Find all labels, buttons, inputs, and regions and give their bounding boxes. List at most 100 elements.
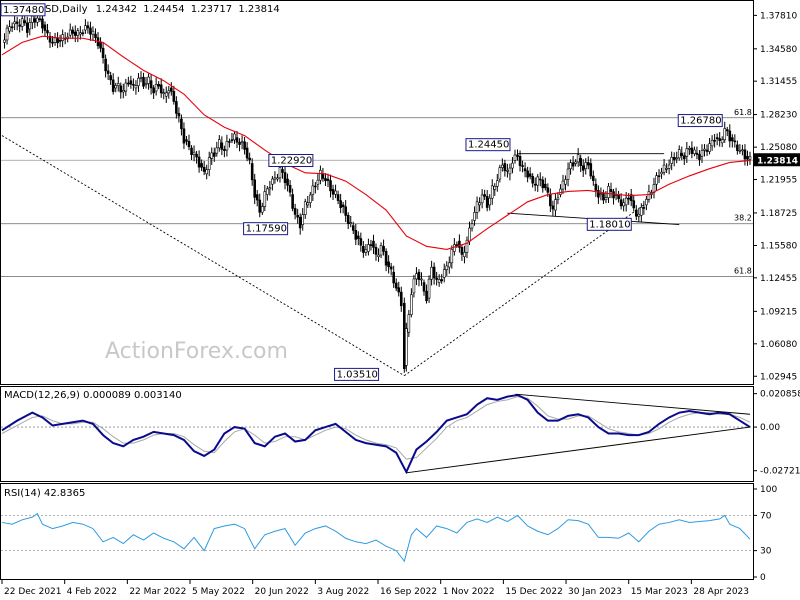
candle-body [253,179,257,198]
candle-body [291,194,294,209]
candle-body [422,282,426,292]
candle-body [243,141,246,150]
candle-body [268,187,272,190]
candle-body [346,214,350,224]
candle-body [207,157,211,170]
candle-body [238,141,241,145]
candle-body [349,222,353,224]
candle-body [308,194,312,204]
price-label: 1.22920 [271,156,312,167]
candle-body [670,156,673,164]
candle-body [715,137,719,139]
candle-body [152,87,155,94]
macd-title: MACD(12,26,9) 0.000089 0.003140 [4,390,182,401]
candle-body [329,180,332,192]
candle-body [48,35,52,43]
candle-body [501,164,504,168]
candle-body [430,266,433,280]
candle-body [278,167,282,179]
candle-body [708,143,711,152]
candle-body [223,149,226,151]
price-axis-label: 1.37810 [760,11,797,21]
candle-body [483,194,486,197]
candle-body [392,271,395,284]
candle-body [61,34,64,41]
candle-body [677,149,681,159]
candle-body [425,290,428,302]
candle-body [546,187,550,193]
candle-body [634,209,638,217]
macd-axis-label: 0.020858 [760,390,800,400]
candle-body [447,262,451,268]
candle-body [137,77,140,87]
candle-body [25,22,29,33]
date-axis-label: 1 Nov 2022 [443,587,495,597]
candle-body [344,206,347,216]
candle-body [728,130,732,142]
candle-body [197,156,201,168]
candle-body [68,29,72,36]
price-label-box [465,138,511,152]
candle-body [698,154,701,160]
candle-body [607,185,610,198]
candle-body [111,79,115,92]
candle-body [415,273,418,280]
rsi-axis-label: 0 [760,573,766,583]
candle-body [354,230,358,240]
candle-body [576,154,580,163]
candle-body [645,199,648,206]
candle-body [334,190,337,195]
date-axis-label: 15 Mar 2023 [631,587,688,597]
candle-body [480,194,484,204]
open-value: 1.24342 [95,4,138,15]
candle-body [41,18,44,29]
candle-body [442,269,446,278]
candle-body [551,205,555,210]
candle-body [336,194,340,201]
candle-body [536,176,540,186]
candle-body [622,202,625,207]
candle-body [541,179,545,189]
candle-body [561,180,565,190]
candle-body [46,30,49,34]
chart-header: GBPUSD,Daily 1.24342 1.24454 1.23717 1.2… [17,4,280,15]
candle-body [341,204,345,208]
candle-body [15,21,19,24]
candle-body [56,37,59,44]
candle-body [599,193,603,196]
candle-body [725,129,729,132]
candle-body [736,144,739,151]
candle-body [379,245,383,256]
candle-body [705,149,709,152]
price-axis-label: 1.25080 [760,143,797,153]
candle-body [723,128,727,141]
candle-body [220,142,224,150]
candle-body [283,172,287,183]
candle-body [240,141,244,144]
candle-body [132,83,135,86]
candle-body [142,76,145,87]
candle-body [81,32,85,35]
price-label-box [334,367,380,381]
candle-body [369,244,373,246]
watermark: ActionForex.com [105,339,288,364]
fib-label: 38.2 [734,214,752,223]
candle-body [609,189,613,192]
candle-body [296,214,299,218]
price-label-box [268,154,314,168]
candle-body [228,141,231,143]
candle-body [91,30,95,35]
current-price-text: 1.23814 [757,156,798,166]
candle-body [190,147,193,155]
rsi-line [1,512,751,563]
date-axis-label: 5 May 2022 [192,587,245,597]
macd-axis-label: -0.027213 [760,467,800,477]
candle-body [531,176,534,184]
candle-body [632,200,636,209]
candle-body [667,164,671,169]
candle-body [403,302,406,369]
candle-body [202,166,206,172]
price-axis-label: 1.02945 [760,372,797,382]
candle-body [523,168,527,172]
candle-body [212,152,216,157]
